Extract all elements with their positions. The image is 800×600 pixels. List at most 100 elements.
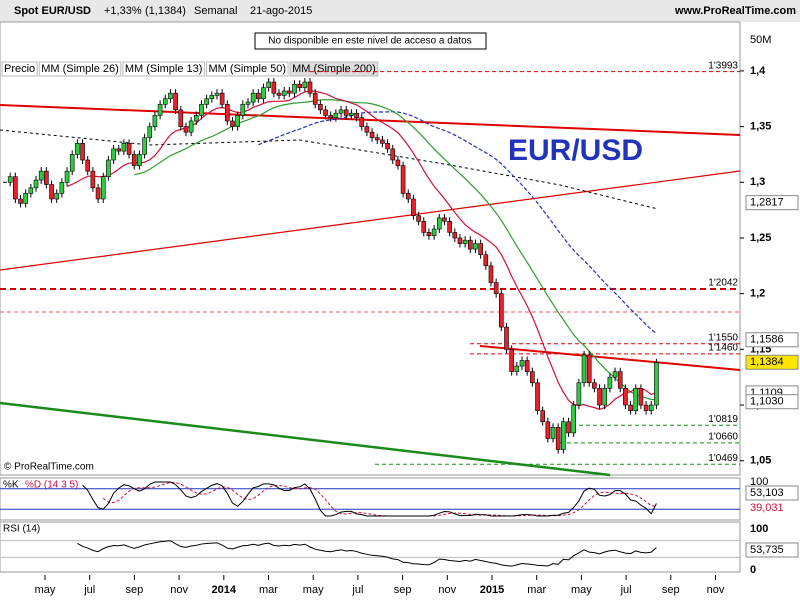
price-tag: [745, 394, 799, 410]
period: Semanal: [194, 5, 237, 17]
rsi-tick: 0: [750, 564, 756, 576]
candle: [550, 427, 556, 439]
candle: [452, 232, 458, 239]
x-tick-label: sep: [394, 584, 412, 596]
candle: [23, 193, 28, 204]
level-label: 1'0469: [708, 453, 738, 464]
candle: [297, 83, 302, 88]
candle: [530, 371, 535, 384]
candle: [193, 115, 199, 122]
candle: [349, 112, 354, 116]
candle: [323, 109, 328, 116]
candle: [188, 120, 194, 133]
candle: [561, 421, 566, 450]
candle: [499, 293, 504, 328]
legend-entry: MM (Simple 200): [292, 63, 376, 75]
candle: [483, 254, 489, 267]
stoch-d: 39,031: [750, 502, 784, 514]
candle: [390, 148, 396, 161]
header-bar: [0, 0, 800, 22]
y-tick-label: 1,4: [750, 65, 766, 77]
candle: [504, 326, 509, 350]
candle: [214, 92, 220, 96]
candle: [318, 104, 323, 111]
price-tag: [745, 354, 799, 370]
candle: [256, 92, 261, 100]
candle: [400, 165, 406, 194]
legend-entry: Precio: [4, 63, 35, 75]
candle: [654, 362, 659, 406]
y-tick-label: 1,35: [750, 120, 771, 132]
candle: [219, 92, 225, 105]
candle: [116, 148, 122, 152]
x-tick-label: sep: [126, 584, 144, 596]
candle: [509, 349, 514, 372]
x-tick-label: jul: [83, 584, 95, 596]
candle: [7, 176, 13, 183]
candle: [405, 193, 411, 200]
x-tick-label: jul: [620, 584, 632, 596]
candle: [488, 265, 494, 283]
y-tick-label: 1,3: [750, 176, 765, 188]
candle: [442, 217, 447, 222]
candle: [38, 170, 44, 181]
legend-entry: MM (Simple 26): [41, 63, 119, 75]
rsi-panel: [0, 521, 741, 573]
y-tick-label: 1,25: [750, 232, 771, 244]
tag: [745, 485, 799, 501]
legend-entry: MM (Simple 13): [125, 63, 203, 75]
candle: [457, 237, 463, 244]
moving-average: [66, 90, 657, 410]
moving-average: [258, 111, 657, 334]
y-tick-label: 1,05: [750, 455, 771, 467]
x-tick-label: jul: [351, 584, 363, 596]
candle: [493, 282, 499, 294]
x-tick-label: mar: [259, 584, 278, 596]
candle: [75, 142, 80, 155]
notice: No disponible en este nivel de acceso a …: [268, 36, 471, 47]
candle: [354, 112, 359, 118]
candle: [225, 104, 230, 122]
candle: [338, 109, 344, 114]
candle: [152, 115, 158, 127]
candle: [204, 98, 209, 105]
candle: [436, 217, 442, 230]
x-tick-label: 2015: [480, 584, 504, 596]
rsi-value: 53,735: [750, 544, 784, 556]
price-tag-label: 1,1384: [750, 356, 784, 368]
candle: [142, 137, 147, 155]
rsi-line: [77, 540, 657, 567]
stoch-line: [82, 481, 657, 517]
candle: [240, 104, 246, 116]
price-tag-label: 1,2817: [750, 197, 784, 209]
x-tick-label: nov: [707, 584, 725, 596]
candle: [54, 193, 60, 200]
notice-box: [254, 32, 487, 50]
candle: [385, 142, 390, 150]
candle: [199, 104, 204, 116]
candle: [131, 154, 137, 166]
candle: [250, 92, 256, 103]
candle: [235, 115, 240, 127]
candle: [80, 142, 85, 161]
candle: [28, 187, 34, 194]
candle: [69, 154, 75, 172]
candle: [411, 198, 416, 216]
trend-line: [0, 104, 741, 136]
candle: [416, 215, 421, 222]
candle: [271, 81, 277, 94]
candle: [121, 142, 127, 152]
candle: [540, 410, 545, 423]
legend-box: [1, 61, 38, 77]
stoch-title: %D (14 3 5): [25, 480, 78, 491]
main-panel: [0, 21, 741, 476]
candle: [266, 81, 271, 88]
tag: [745, 542, 799, 558]
candle: [473, 243, 478, 250]
chart-title: Spot EUR/USD: [14, 5, 91, 17]
candle: [333, 112, 339, 118]
candle: [13, 176, 18, 200]
candle: [395, 159, 401, 166]
x-tick-label: may: [303, 584, 324, 596]
